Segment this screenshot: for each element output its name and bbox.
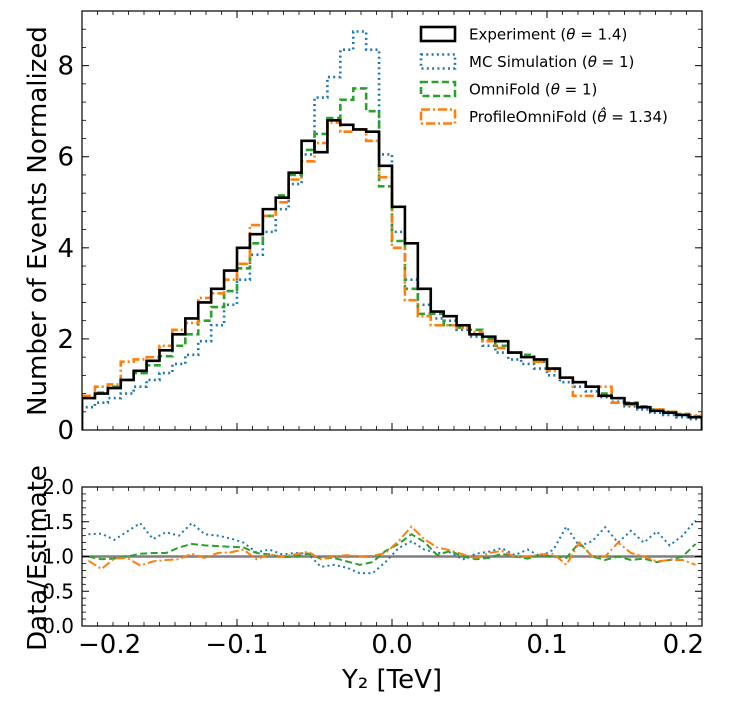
- x-tick-label: 0.0: [371, 630, 412, 660]
- legend-swatch-0: [419, 25, 457, 43]
- main-ytick-label: 4: [57, 234, 74, 264]
- ratio-ytick-label: 2.0: [42, 475, 74, 499]
- x-tick-label: −0.2: [78, 630, 141, 660]
- main-ytick-label: 2: [57, 325, 74, 355]
- main-y-axis-label: Number of Events Normalized: [23, 26, 53, 416]
- histogram-series-3: [82, 121, 702, 430]
- ratio-ytick-label: 1.5: [42, 510, 74, 534]
- ratio-ytick-label: 0.0: [42, 614, 74, 638]
- ratio-ytick-label: 0.5: [42, 579, 74, 603]
- main-ytick-label: 6: [57, 143, 74, 173]
- legend-swatch-2: [419, 80, 457, 98]
- ratio-ytick-label: 1.0: [42, 545, 74, 569]
- legend-label-1: MC Simulation (θ = 1): [469, 53, 634, 71]
- histogram-series-2: [82, 87, 702, 430]
- legend-label-2: OmniFold (θ = 1): [469, 81, 597, 99]
- x-tick-label: 0.1: [526, 630, 567, 660]
- main-panel: 0 2 4 6 8 Experiment (θ = 1.4) MC Simulation (…: [57, 10, 703, 446]
- x-tick-label: −0.1: [205, 630, 268, 660]
- legend-swatch-3: [419, 108, 457, 125]
- ratio-y-axis-label: Data/Estimate: [23, 465, 53, 651]
- histogram-series-0: [82, 119, 702, 430]
- x-tick-label: 0.2: [663, 630, 704, 660]
- x-axis-label: Y₂ [TeV]: [341, 665, 442, 695]
- legend-label-0: Experiment (θ = 1.4): [469, 26, 627, 44]
- legend-swatch-1: [419, 53, 457, 70]
- ratio-series-0: [88, 519, 697, 575]
- ratio-panel: 0.0 0.5 1.0 1.5 2.0 −0.2 −0.1 0.0 0.1 0.2: [42, 475, 704, 660]
- ratio-series-2: [87, 525, 696, 571]
- legend-label-3: ProfileOmniFold (θ̂ = 1.34): [469, 106, 668, 126]
- ratio-series-1: [88, 533, 697, 566]
- main-ytick-label: 0: [57, 416, 74, 446]
- main-ytick-label: 8: [57, 52, 74, 82]
- legend: Experiment (θ = 1.4) MC Simulation (θ = 1…: [419, 25, 668, 126]
